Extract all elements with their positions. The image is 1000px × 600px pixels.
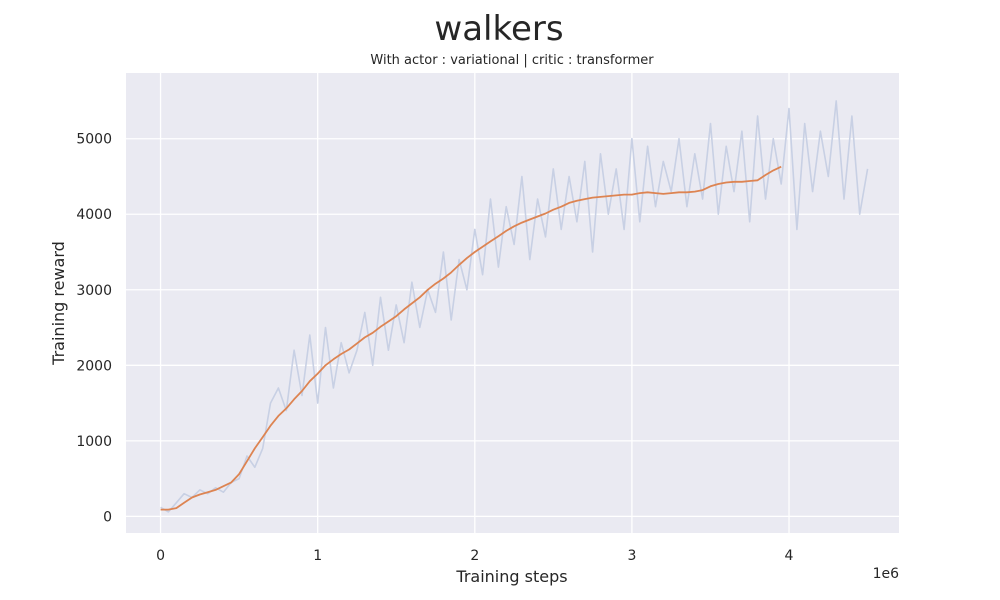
grid-lines [126, 73, 899, 533]
x-tick-label: 2 [470, 548, 479, 564]
x-tick-label: 1 [313, 548, 322, 564]
y-tick-label: 4000 [76, 207, 112, 223]
y-tick-label: 2000 [76, 358, 112, 374]
chart-title: walkers [434, 9, 563, 49]
x-tick-labels: 0 1 2 3 4 [156, 548, 793, 564]
chart-subtitle: With actor : variational | critic : tran… [370, 53, 654, 68]
y-tick-label: 0 [103, 509, 112, 525]
x-tick-label: 3 [627, 548, 636, 564]
raw-reward-line [160, 100, 869, 513]
series-layer [160, 100, 869, 513]
y-tick-labels: 0 1000 2000 3000 4000 5000 [76, 132, 112, 526]
x-axis-offset-label: 1e6 [873, 566, 900, 582]
x-tick-label: 4 [785, 548, 794, 564]
y-axis-label: Training reward [49, 241, 68, 366]
x-tick-label: 0 [156, 548, 165, 564]
y-tick-label: 1000 [76, 434, 112, 450]
y-tick-label: 3000 [76, 283, 112, 299]
x-axis-label: Training steps [455, 567, 567, 586]
plot-area [126, 73, 899, 533]
smoothed-reward-line [160, 165, 782, 511]
y-tick-label: 5000 [76, 132, 112, 148]
